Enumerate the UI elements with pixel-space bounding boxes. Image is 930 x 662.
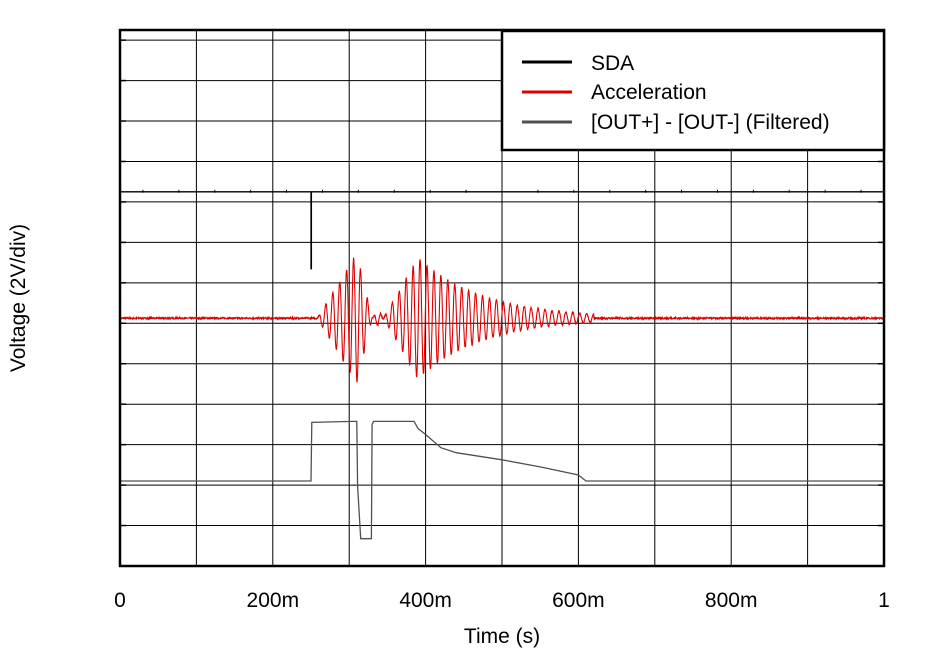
x-tick-label: 800m — [705, 589, 758, 612]
series-layer — [119, 189, 885, 540]
x-tick-label: 400m — [399, 589, 452, 612]
x-tick-label: 200m — [247, 589, 300, 612]
legend-label-acceleration: Acceleration — [591, 81, 707, 104]
series-sda-line — [120, 191, 884, 270]
legend: SDA Acceleration [OUT+] - [OUT-] (Filter… — [500, 29, 886, 152]
x-tick-label: 1 — [878, 589, 890, 612]
legend-label-sda: SDA — [591, 52, 634, 75]
x-tick-labels: 0 200m 400m 600m 800m 1 — [114, 589, 890, 612]
series-acceleration-line — [119, 256, 885, 383]
y-axis-label: Voltage (2V/div) — [7, 224, 30, 372]
series-out-filtered-line — [120, 420, 884, 540]
legend-label-out-filtered: [OUT+] - [OUT-] (Filtered) — [591, 111, 830, 134]
x-tick-label: 600m — [552, 589, 605, 612]
x-tick-label: 0 — [114, 589, 126, 612]
x-axis-label: Time (s) — [464, 625, 540, 648]
